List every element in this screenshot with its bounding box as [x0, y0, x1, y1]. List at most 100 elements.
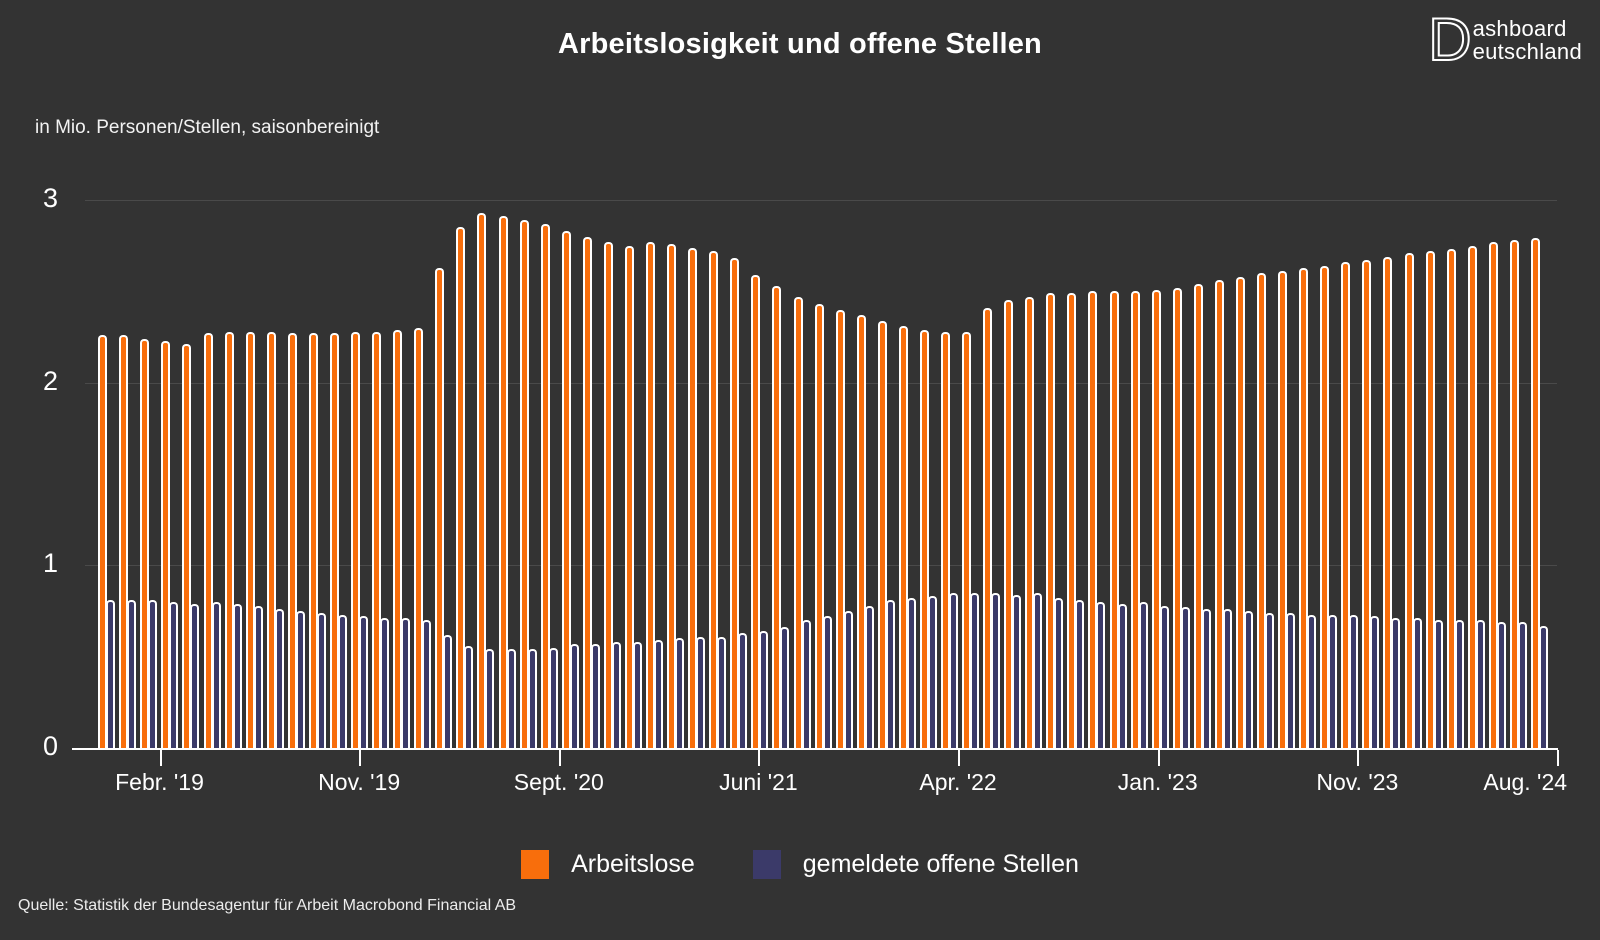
bar-arbeitslose-2019-05 — [203, 333, 213, 748]
bar-arbeitslose-2021-12 — [856, 315, 866, 748]
bar-offene-stellen-2022-03 — [927, 596, 937, 748]
bar-arbeitslose-2023-07 — [1257, 273, 1267, 748]
x-tick-1 — [359, 750, 362, 766]
bar-arbeitslose-2024-05 — [1467, 245, 1477, 748]
bar-offene-stellen-2019-02 — [148, 600, 158, 748]
bar-arbeitslose-2023-10 — [1320, 265, 1330, 748]
bar-offene-stellen-2021-11 — [843, 611, 853, 748]
bar-arbeitslose-2019-04 — [182, 344, 192, 748]
bar-arbeitslose-2020-05 — [456, 227, 466, 748]
bar-offene-stellen-2020-05 — [464, 645, 474, 748]
bar-offene-stellen-2024-03 — [1433, 620, 1443, 748]
x-tick-3 — [758, 750, 761, 766]
bar-arbeitslose-2024-03 — [1425, 251, 1435, 748]
bar-offene-stellen-2020-09 — [548, 647, 558, 748]
bar-offene-stellen-2021-04 — [696, 636, 706, 748]
bar-offene-stellen-2024-02 — [1412, 618, 1422, 748]
bar-arbeitslose-2019-12 — [351, 331, 361, 748]
bar-offene-stellen-2019-07 — [253, 605, 263, 748]
bar-offene-stellen-2019-04 — [190, 603, 200, 748]
bar-offene-stellen-2020-06 — [485, 649, 495, 748]
bar-offene-stellen-2020-07 — [506, 649, 516, 748]
x-tick-label-5: Jan. '23 — [1117, 769, 1198, 795]
bar-offene-stellen-2023-04 — [1201, 609, 1211, 748]
bar-arbeitslose-2019-08 — [266, 331, 276, 748]
bar-offene-stellen-2022-09 — [1054, 598, 1064, 748]
bar-offene-stellen-2022-04 — [948, 592, 958, 748]
bar-offene-stellen-2020-01 — [380, 618, 390, 748]
bar-arbeitslose-2020-06 — [477, 212, 487, 748]
bar-arbeitslose-2024-07 — [1509, 240, 1519, 748]
bar-arbeitslose-2020-09 — [540, 223, 550, 748]
x-tick-5 — [1157, 750, 1160, 766]
bar-offene-stellen-2021-08 — [780, 627, 790, 748]
bar-arbeitslose-2022-11 — [1088, 291, 1098, 748]
bar-arbeitslose-2022-08 — [1025, 296, 1035, 748]
bar-offene-stellen-2023-09 — [1307, 614, 1317, 748]
bar-offene-stellen-2024-01 — [1391, 618, 1401, 748]
bar-offene-stellen-2021-02 — [654, 640, 663, 748]
bar-arbeitslose-2019-07 — [245, 331, 255, 748]
bar-offene-stellen-2022-11 — [1096, 601, 1106, 748]
bar-offene-stellen-2023-01 — [1138, 601, 1148, 748]
bar-arbeitslose-2022-05 — [962, 331, 972, 748]
bar-offene-stellen-2024-05 — [1475, 620, 1485, 748]
bar-arbeitslose-2022-12 — [1109, 291, 1119, 748]
bar-arbeitslose-2021-07 — [751, 274, 761, 748]
logo-word-bottom: eutschland — [1472, 39, 1582, 64]
bar-arbeitslose-2023-05 — [1214, 280, 1224, 748]
x-tick-label-4: Apr. '22 — [919, 769, 997, 795]
bar-arbeitslose-2020-08 — [519, 220, 529, 748]
bar-offene-stellen-2021-03 — [675, 638, 685, 748]
bar-offene-stellen-2023-10 — [1328, 614, 1338, 748]
bar-arbeitslose-2022-10 — [1067, 293, 1077, 748]
dashboard-deutschland-logo[interactable]: D ashboard eutschland — [1427, 9, 1582, 71]
bar-arbeitslose-2021-11 — [835, 309, 845, 748]
bar-arbeitslose-2024-02 — [1404, 252, 1414, 748]
legend-label: gemeldete offene Stellen — [802, 850, 1079, 878]
bar-arbeitslose-2019-02 — [140, 338, 150, 748]
bar-offene-stellen-2024-08 — [1538, 625, 1548, 748]
x-tick-label-1: Nov. '19 — [318, 769, 401, 795]
bar-arbeitslose-2021-03 — [667, 243, 677, 748]
bar-offene-stellen-2023-03 — [1180, 607, 1190, 748]
gridline-3 — [85, 200, 1557, 201]
bar-arbeitslose-2020-10 — [561, 231, 571, 748]
bar-offene-stellen-2019-09 — [295, 611, 305, 748]
bar-offene-stellen-2022-07 — [1012, 594, 1022, 748]
bar-arbeitslose-2021-01 — [624, 245, 634, 748]
bar-arbeitslose-2019-11 — [329, 333, 339, 748]
x-axis-line — [72, 748, 1558, 750]
y-tick-label-2: 2 — [42, 365, 58, 396]
bar-offene-stellen-2022-12 — [1117, 603, 1127, 748]
bar-arbeitslose-2023-06 — [1235, 276, 1245, 748]
legend-swatch-icon — [752, 850, 781, 879]
legend-item-arbeitslose[interactable]: Arbeitslose — [521, 850, 695, 879]
logo-word-top: ashboard — [1472, 16, 1567, 41]
source-note: Quelle: Statistik der Bundesagentur für … — [18, 897, 517, 914]
bar-arbeitslose-2022-04 — [940, 331, 950, 748]
bar-arbeitslose-2022-07 — [1004, 300, 1014, 748]
bar-arbeitslose-2021-10 — [814, 304, 824, 748]
x-tick-label-7: Aug. '24 — [1483, 769, 1568, 795]
bar-arbeitslose-2019-06 — [224, 331, 234, 748]
bar-offene-stellen-2021-09 — [801, 620, 811, 748]
bar-offene-stellen-2020-12 — [611, 642, 621, 748]
bar-offene-stellen-2023-11 — [1349, 614, 1359, 748]
bar-offene-stellen-2019-03 — [169, 601, 179, 748]
bar-offene-stellen-2018-12 — [106, 600, 116, 748]
bar-arbeitslose-2020-03 — [414, 327, 424, 748]
chart-legend: Arbeitslose gemeldete offene Stellen — [0, 850, 1600, 879]
bar-arbeitslose-2023-01 — [1130, 291, 1140, 748]
bar-arbeitslose-2022-03 — [919, 329, 929, 748]
y-tick-label-1: 1 — [42, 548, 58, 579]
legend-item-offene-stellen[interactable]: gemeldete offene Stellen — [752, 850, 1079, 879]
bar-arbeitslose-2024-06 — [1488, 242, 1498, 748]
bar-offene-stellen-2024-06 — [1496, 621, 1506, 748]
y-tick-label-0: 0 — [42, 731, 58, 761]
bar-arbeitslose-2024-04 — [1446, 249, 1456, 748]
bar-offene-stellen-2023-12 — [1370, 616, 1380, 748]
bar-arbeitslose-2024-08 — [1530, 238, 1540, 748]
x-tick-label-3: Juni '21 — [719, 769, 798, 795]
bar-offene-stellen-2021-05 — [717, 636, 727, 748]
